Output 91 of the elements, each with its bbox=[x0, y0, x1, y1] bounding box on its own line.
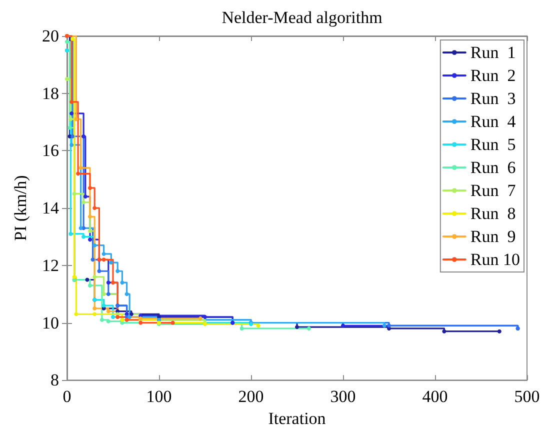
point bbox=[72, 192, 76, 196]
point bbox=[85, 278, 90, 282]
x-tick-label: 300 bbox=[330, 387, 356, 406]
point bbox=[78, 166, 83, 170]
point bbox=[70, 142, 74, 147]
point bbox=[88, 214, 92, 219]
point bbox=[102, 258, 106, 262]
point bbox=[65, 77, 69, 82]
point bbox=[97, 269, 102, 274]
point bbox=[106, 309, 110, 314]
point bbox=[240, 326, 244, 330]
point bbox=[170, 320, 175, 325]
legend-label: Run 2 bbox=[470, 66, 516, 85]
point bbox=[68, 126, 72, 130]
legend-label: Run 1 bbox=[470, 43, 516, 62]
y-tick-label: 18 bbox=[42, 84, 59, 103]
point bbox=[83, 194, 88, 199]
y-tick-label: 16 bbox=[42, 141, 59, 160]
point bbox=[68, 232, 73, 236]
point bbox=[90, 258, 95, 262]
point bbox=[92, 306, 97, 310]
point bbox=[111, 315, 115, 320]
point bbox=[198, 316, 202, 320]
point bbox=[65, 40, 69, 44]
legend-label: Run 9 bbox=[470, 227, 516, 246]
point bbox=[76, 172, 80, 176]
legend-label: Run 8 bbox=[470, 204, 516, 223]
chart-title: Nelder-Mead algorithm bbox=[222, 8, 382, 27]
point bbox=[72, 274, 76, 279]
point bbox=[382, 324, 386, 328]
legend-label: Run 7 bbox=[470, 181, 516, 200]
point bbox=[106, 280, 110, 285]
x-tick-label: 400 bbox=[422, 387, 448, 406]
point bbox=[78, 226, 83, 230]
point bbox=[88, 186, 92, 190]
point bbox=[106, 319, 110, 324]
x-tick-label: 200 bbox=[238, 387, 264, 406]
y-tick-label: 10 bbox=[42, 313, 59, 332]
point bbox=[102, 292, 106, 296]
point bbox=[74, 312, 78, 316]
x-tick-label: 100 bbox=[146, 387, 172, 406]
point bbox=[116, 269, 120, 274]
point bbox=[88, 283, 92, 288]
point bbox=[106, 292, 110, 296]
point bbox=[497, 329, 502, 334]
point bbox=[68, 117, 73, 122]
point bbox=[70, 100, 74, 104]
point bbox=[387, 324, 391, 328]
point bbox=[124, 318, 129, 322]
legend-label: Run 6 bbox=[470, 158, 516, 177]
x-tick-label: 0 bbox=[62, 387, 72, 406]
point bbox=[306, 326, 311, 330]
point bbox=[442, 329, 446, 334]
point bbox=[102, 304, 106, 308]
point bbox=[341, 324, 345, 328]
y-axis-title: PI (km/h) bbox=[11, 175, 30, 241]
y-tick-label: 14 bbox=[42, 198, 60, 218]
point bbox=[82, 200, 86, 204]
legend-label: Run 10 bbox=[470, 250, 520, 269]
y-tick-label: 8 bbox=[50, 370, 59, 390]
point bbox=[203, 315, 207, 320]
y-tick-label: 12 bbox=[42, 256, 59, 275]
x-axis-title: Iteration bbox=[268, 409, 326, 428]
point bbox=[92, 312, 97, 316]
point bbox=[256, 324, 260, 328]
point bbox=[129, 312, 134, 316]
point bbox=[92, 243, 97, 248]
point bbox=[295, 325, 299, 330]
point bbox=[111, 280, 115, 285]
point bbox=[74, 117, 78, 122]
x-tick-label: 500 bbox=[514, 387, 540, 406]
point bbox=[92, 206, 97, 210]
point bbox=[70, 111, 74, 116]
point bbox=[109, 260, 114, 265]
point bbox=[128, 315, 132, 320]
point bbox=[102, 252, 106, 256]
point bbox=[70, 36, 75, 41]
legend-label: Run 4 bbox=[470, 112, 516, 131]
point bbox=[138, 320, 143, 325]
point bbox=[88, 238, 92, 242]
legend-label: Run 5 bbox=[470, 135, 516, 154]
point bbox=[100, 318, 104, 322]
point bbox=[82, 234, 86, 239]
point bbox=[120, 280, 124, 285]
point bbox=[92, 274, 97, 279]
point bbox=[70, 134, 75, 138]
y-tick-label: 20 bbox=[42, 26, 59, 46]
point bbox=[124, 292, 129, 296]
point bbox=[88, 228, 92, 233]
point bbox=[82, 134, 86, 138]
legend-label: Run 3 bbox=[470, 89, 516, 108]
